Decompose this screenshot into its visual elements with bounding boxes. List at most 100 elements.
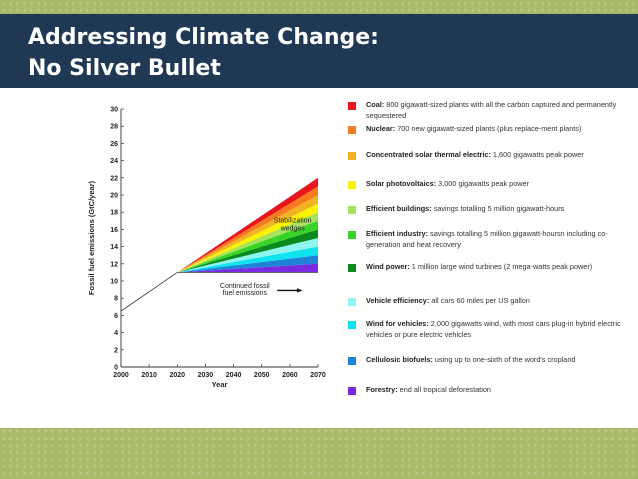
top-decorative-band bbox=[0, 0, 638, 14]
legend-name: Vehicle efficiency: bbox=[366, 296, 430, 305]
legend-swatch bbox=[348, 298, 356, 306]
legend-swatch bbox=[348, 152, 356, 160]
annotation-stabilization: Stabilization bbox=[274, 218, 312, 225]
x-tick-label: 2030 bbox=[198, 372, 214, 379]
slide-title: Addressing Climate Change: No Silver Bul… bbox=[28, 22, 379, 84]
wedge-6 bbox=[177, 220, 318, 273]
annotation-continued-fossil: Continued fossil bbox=[220, 283, 270, 290]
legend-item: Wind for vehicles: 2,000 gigawatts wind,… bbox=[348, 319, 630, 340]
arrow-head bbox=[296, 288, 303, 293]
legend-name: Forestry: bbox=[366, 385, 398, 394]
legend-item: Efficient buildings: savings totalling 5… bbox=[348, 204, 630, 215]
x-tick-label: 2060 bbox=[282, 372, 298, 379]
slide-title-line2: No Silver Bullet bbox=[28, 56, 221, 81]
wedge-areas bbox=[177, 177, 318, 273]
legend-text: Cellulosic biofuels: using up to one-six… bbox=[366, 355, 575, 366]
y-tick-label: 28 bbox=[110, 124, 118, 131]
y-tick-label: 18 bbox=[110, 210, 118, 217]
y-tick-label: 2 bbox=[114, 347, 118, 354]
wedge-1 bbox=[177, 263, 318, 273]
y-tick-label: 0 bbox=[114, 365, 118, 372]
legend-text: Nuclear: 700 new gigawatt-sized plants (… bbox=[366, 124, 581, 135]
legend-description: 1 million large wind turbines (2 mega-wa… bbox=[409, 262, 593, 271]
legend-text: Efficient buildings: savings totalling 5… bbox=[366, 204, 564, 215]
legend-swatch bbox=[348, 206, 356, 214]
legend-name: Wind power: bbox=[366, 262, 410, 271]
legend-swatch bbox=[348, 387, 356, 395]
x-tick-label: 2050 bbox=[254, 372, 270, 379]
legend-text: Forestry: end all tropical deforestation bbox=[366, 385, 491, 396]
legend-swatch bbox=[348, 321, 356, 329]
legend-text: Vehicle efficiency: all cars 60 miles pe… bbox=[366, 296, 530, 307]
x-tick-label: 2070 bbox=[310, 372, 326, 379]
legend-description: 700 new gigawatt-sized plants (plus repl… bbox=[395, 124, 582, 133]
legend-item: Coal: 800 gigawatt-sized plants with all… bbox=[348, 100, 630, 121]
legend-name: Wind for vehicles: bbox=[366, 319, 429, 328]
y-tick-label: 24 bbox=[110, 158, 118, 165]
legend-text: Wind power: 1 million large wind turbine… bbox=[366, 262, 592, 273]
legend-text: Efficient industry: savings totalling 5 … bbox=[366, 229, 630, 250]
legend-text: Coal: 800 gigawatt-sized plants with all… bbox=[366, 100, 630, 121]
y-tick-label: 8 bbox=[114, 296, 118, 303]
legend-text: Solar photovoltaics: 3,000 gigawatts pea… bbox=[366, 179, 529, 190]
legend-description: using up to one-sixth of the word's crop… bbox=[432, 355, 576, 364]
legend-description: 800 gigawatt-sized plants with all the c… bbox=[366, 100, 617, 120]
y-tick-label: 30 bbox=[110, 107, 118, 114]
annotation-fuel-emissions: fuel emissions bbox=[223, 290, 268, 297]
historical-emissions-line bbox=[120, 272, 178, 312]
legend-item: Solar photovoltaics: 3,000 gigawatts pea… bbox=[348, 179, 630, 190]
legend-name: Solar photovoltaics: bbox=[366, 179, 437, 188]
legend-name: Coal: bbox=[366, 100, 385, 109]
legend-item: Nuclear: 700 new gigawatt-sized plants (… bbox=[348, 124, 630, 135]
wedge-11 bbox=[177, 177, 318, 273]
legend-name: Efficient buildings: bbox=[366, 204, 432, 213]
legend-name: Concentrated solar thermal electric: bbox=[366, 150, 491, 159]
x-tick-label: 2010 bbox=[141, 372, 157, 379]
legend-swatch bbox=[348, 357, 356, 365]
legend-text: Wind for vehicles: 2,000 gigawatts wind,… bbox=[366, 319, 630, 340]
legend-item: Forestry: end all tropical deforestation bbox=[348, 385, 630, 396]
slide-header: Addressing Climate Change: No Silver Bul… bbox=[0, 14, 638, 88]
annotation-wedges: wedges bbox=[280, 225, 306, 232]
y-tick-label: 26 bbox=[110, 141, 118, 148]
legend-swatch bbox=[348, 181, 356, 189]
legend-swatch bbox=[348, 126, 356, 134]
y-tick-label: 22 bbox=[110, 175, 118, 182]
y-tick-label: 6 bbox=[114, 313, 118, 320]
x-axis-label: Year bbox=[212, 380, 228, 389]
legend-text: Concentrated solar thermal electric: 1,6… bbox=[366, 150, 584, 161]
y-axis-label: Fossil fuel emissions (GtC/year) bbox=[87, 180, 96, 295]
slide-title-line1: Addressing Climate Change: bbox=[28, 25, 379, 50]
legend-description: 2,000 gigawatts wind, with most cars plu… bbox=[366, 319, 621, 339]
legend-description: end all tropical deforestation bbox=[397, 385, 491, 394]
legend-item: Concentrated solar thermal electric: 1,6… bbox=[348, 150, 630, 161]
legend-description: all cars 60 miles per US gallon bbox=[429, 296, 530, 305]
x-tick-label: 2000 bbox=[113, 372, 129, 379]
y-tick-label: 10 bbox=[110, 279, 118, 286]
y-tick-label: 16 bbox=[110, 227, 118, 234]
legend-description: savings totalling 5 million gigawatt-hou… bbox=[366, 229, 608, 249]
x-tick-label: 2020 bbox=[169, 372, 185, 379]
x-tick-label: 2040 bbox=[226, 372, 242, 379]
legend-name: Efficient industry: bbox=[366, 229, 429, 238]
legend-swatch bbox=[348, 102, 356, 110]
legend-item: Cellulosic biofuels: using up to one-six… bbox=[348, 355, 630, 366]
legend-item: Efficient industry: savings totalling 5 … bbox=[348, 229, 630, 250]
wedge-2 bbox=[177, 255, 318, 273]
y-tick-label: 20 bbox=[110, 193, 118, 200]
legend-swatch bbox=[348, 264, 356, 272]
y-tick-label: 4 bbox=[114, 330, 118, 337]
legend-description: 3,000 gigawatts peak power bbox=[436, 179, 530, 188]
legend-swatch bbox=[348, 231, 356, 239]
legend-name: Cellulosic biofuels: bbox=[366, 355, 433, 364]
legend-name: Nuclear: bbox=[366, 124, 396, 133]
bottom-decorative-band bbox=[0, 428, 638, 479]
legend-description: savings totalling 5 million gigawatt-hou… bbox=[431, 204, 565, 213]
continued-emissions-arrow bbox=[277, 288, 303, 293]
legend-item: Wind power: 1 million large wind turbine… bbox=[348, 262, 630, 273]
legend-item: Vehicle efficiency: all cars 60 miles pe… bbox=[348, 296, 630, 307]
y-tick-label: 12 bbox=[110, 261, 118, 268]
y-tick-label: 14 bbox=[110, 244, 118, 251]
